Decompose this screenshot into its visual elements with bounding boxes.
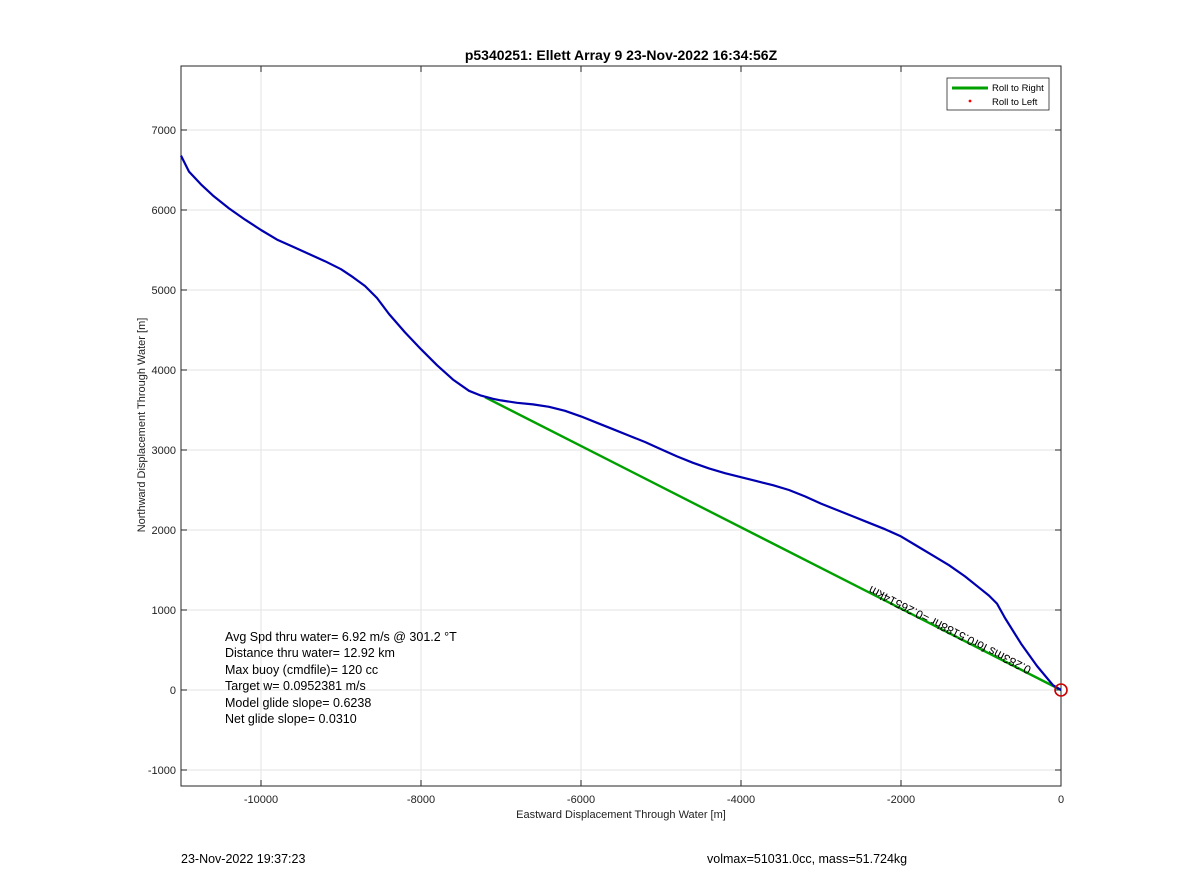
legend-swatch-roll-left bbox=[968, 99, 972, 103]
footer-timestamp: 23-Nov-2022 19:37:23 bbox=[181, 852, 306, 866]
y-tick-label: 5000 bbox=[152, 285, 176, 297]
x-tick-label: -2000 bbox=[887, 794, 915, 806]
annotation-model-glide: Model glide slope= 0.6238 bbox=[225, 696, 371, 710]
y-axis-label: Northward Displacement Through Water [m] bbox=[136, 318, 148, 533]
track-line bbox=[180, 155, 1062, 691]
x-tick-label: -4000 bbox=[727, 794, 755, 806]
y-tick-label: 4000 bbox=[152, 365, 176, 377]
annotation-net-glide: Net glide slope= 0.0310 bbox=[225, 712, 357, 726]
chart-title: p5340251: Ellett Array 9 23-Nov-2022 16:… bbox=[465, 47, 778, 63]
annotation-block: Avg Spd thru water= 6.92 m/s @ 301.2 °T … bbox=[225, 630, 457, 726]
y-tick-label: 7000 bbox=[152, 125, 176, 137]
x-tick-label: -10000 bbox=[244, 794, 278, 806]
y-tick-label: 2000 bbox=[152, 525, 176, 537]
y-tick-label: 6000 bbox=[152, 205, 176, 217]
grid bbox=[181, 66, 1062, 786]
x-axis-label: Eastward Displacement Through Water [m] bbox=[516, 809, 726, 821]
y-tick-label: 1000 bbox=[152, 605, 176, 617]
plot-area bbox=[180, 65, 1062, 787]
footer-info: volmax=51031.0cc, mass=51.724kg bbox=[707, 852, 908, 866]
annotation-target-w: Target w= 0.0952381 m/s bbox=[225, 679, 366, 693]
y-tick-label: 0 bbox=[170, 685, 176, 697]
legend-item-roll-left: Roll to Left bbox=[992, 97, 1038, 108]
legend-item-roll-right: Roll to Right bbox=[992, 83, 1044, 94]
legend-box bbox=[946, 77, 1050, 111]
annotation-avg-speed: Avg Spd thru water= 6.92 m/s @ 301.2 °T bbox=[225, 630, 457, 644]
axis-ticks: -10000 -8000 -6000 -4000 -2000 0-100001000200… bbox=[148, 66, 1064, 806]
segment-label: 0.283ms for0.5188hr =0.26514km bbox=[866, 583, 1033, 677]
x-tick-label: 0 bbox=[1058, 794, 1064, 806]
legend: Roll to Right Roll to Left bbox=[946, 77, 1050, 111]
roll-right-line bbox=[484, 396, 1062, 692]
series-group bbox=[180, 155, 1062, 692]
annotation-distance: Distance thru water= 12.92 km bbox=[225, 646, 395, 660]
y-tick-label: 3000 bbox=[152, 445, 176, 457]
x-tick-label: -8000 bbox=[407, 794, 435, 806]
annotation-max-buoy: Max buoy (cmdfile)= 120 cc bbox=[225, 663, 378, 677]
x-tick-label: -6000 bbox=[567, 794, 595, 806]
y-tick-label: -1000 bbox=[148, 765, 176, 777]
start-marker bbox=[1054, 683, 1068, 697]
